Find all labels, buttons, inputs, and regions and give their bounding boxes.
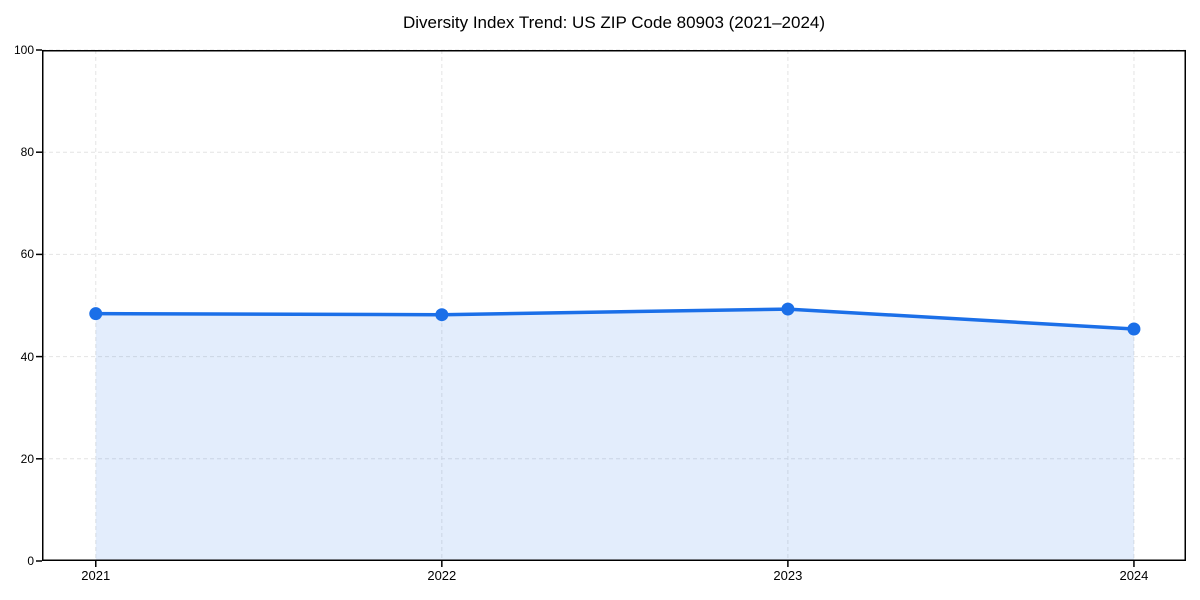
y-tick-label: 20 xyxy=(20,451,34,466)
x-tick-label: 2021 xyxy=(81,568,111,583)
y-tick-label: 60 xyxy=(20,247,34,262)
y-tick-label: 80 xyxy=(20,145,34,160)
y-tick-label: 100 xyxy=(13,43,34,57)
y-tick-label: 0 xyxy=(27,554,34,568)
y-tick-label: 40 xyxy=(20,349,34,364)
data-point-marker xyxy=(435,308,449,322)
x-tick-label: 2022 xyxy=(427,568,457,583)
trend-line xyxy=(94,307,1136,331)
axes-frame xyxy=(42,50,1186,561)
data-point-marker xyxy=(1127,322,1141,336)
data-point-marker xyxy=(781,302,795,316)
chart-title: Diversity Index Trend: US ZIP Code 80903… xyxy=(402,13,826,32)
data-point-marker xyxy=(89,307,103,321)
x-tick-label: 2023 xyxy=(773,568,803,583)
area-fill xyxy=(95,309,1134,561)
x-tick-label: 2024 xyxy=(1119,568,1149,583)
chart-canvas xyxy=(36,49,1186,567)
plot-area xyxy=(36,49,1186,567)
